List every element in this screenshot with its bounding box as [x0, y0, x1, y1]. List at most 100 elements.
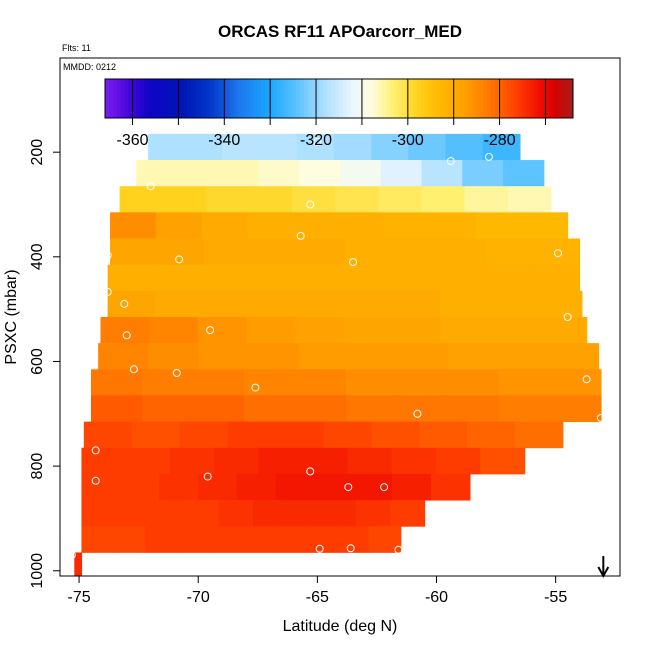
colorbar-segment	[479, 79, 484, 118]
colorbar-segment	[498, 79, 504, 118]
data-point	[91, 476, 100, 485]
heatmap-cell	[113, 526, 146, 553]
heatmap-cell	[338, 212, 386, 239]
colorbar-segment	[296, 79, 301, 118]
data-point	[403, 545, 412, 554]
heatmap-cell	[321, 500, 357, 527]
heatmap-cell	[247, 212, 294, 239]
colorbar-segment	[261, 79, 266, 118]
heatmap-cell	[209, 526, 242, 553]
colorbar-segment	[183, 79, 188, 118]
colorbar-segment	[471, 79, 476, 118]
colorbar-tick-label: -320	[300, 132, 332, 149]
heatmap-cell	[296, 264, 345, 292]
heatmap-cell	[217, 160, 260, 187]
data-point	[251, 383, 260, 392]
heatmap-cell	[253, 500, 288, 527]
data-points	[67, 137, 605, 560]
heatmap-cell	[170, 447, 216, 475]
heatmap-cell	[440, 317, 491, 344]
heatmap-cell	[340, 160, 382, 187]
colorbar-segment	[132, 79, 137, 118]
y-axis-title: PSXC (mbar)	[3, 269, 20, 364]
heatmap-cell	[343, 264, 392, 292]
colorbar-segment	[366, 79, 371, 118]
colorbar-segment	[417, 79, 422, 118]
heatmap-cell	[177, 160, 219, 187]
heatmap-cell	[498, 395, 551, 423]
heatmap-cell	[259, 133, 298, 161]
colorbar-segment	[342, 79, 348, 118]
heatmap-cell	[155, 212, 203, 239]
colorbar-segment	[385, 79, 391, 118]
heatmap-cell	[90, 395, 143, 423]
colorbar-segment	[253, 79, 258, 118]
heatmap-cell	[507, 186, 552, 213]
heatmap-cell	[549, 369, 602, 396]
heatmap-cell	[384, 212, 431, 239]
heatmap-cell	[396, 369, 449, 396]
data-point	[129, 365, 138, 374]
heatmap-cell	[378, 186, 423, 213]
colorbar-segment	[502, 79, 508, 118]
data-point	[175, 255, 184, 264]
heatmap-cell	[482, 133, 521, 161]
colorbar-segment	[565, 79, 570, 118]
heatmap-cell	[294, 317, 345, 344]
heatmap-cell	[179, 421, 229, 449]
data-point	[306, 200, 315, 209]
colorbar-segment	[108, 79, 114, 118]
heatmap-cell	[390, 264, 439, 292]
heatmap-cell	[110, 238, 158, 266]
heatmap-cell	[487, 290, 536, 318]
heatmap-cell	[236, 473, 277, 501]
colorbar-segment	[229, 79, 235, 118]
data-point	[122, 331, 131, 340]
heatmap-cell	[201, 212, 248, 239]
heatmap-cell	[297, 238, 346, 266]
colorbar-segment	[323, 79, 328, 118]
heatmap-cell	[154, 264, 203, 292]
heatmap-cell	[549, 395, 602, 423]
data-point	[172, 369, 181, 377]
heatmap-cell	[248, 186, 293, 213]
heatmap-cell	[243, 369, 296, 396]
colorbar-segment	[346, 79, 352, 118]
colorbar-segment	[124, 79, 129, 118]
heatmap-cell	[314, 473, 354, 501]
heatmap-cell	[430, 212, 477, 239]
colorbar-segment	[467, 79, 473, 118]
colorbar-segment	[569, 79, 574, 118]
data-point	[394, 545, 403, 554]
colorbar-segment	[214, 79, 219, 118]
data-point	[120, 299, 129, 308]
heatmap-cell	[184, 500, 220, 527]
y-tick-label: 600	[29, 348, 46, 375]
heatmap-cell	[136, 160, 178, 187]
colorbar-segment	[557, 79, 562, 118]
heatmap-cell	[298, 343, 349, 370]
heatmap-cell	[150, 500, 185, 527]
colorbar-segment	[335, 79, 340, 118]
heatmap-cell	[243, 395, 296, 423]
colorbar-segment	[397, 79, 402, 118]
heatmap-cell	[258, 160, 300, 187]
heatmap-cell	[202, 264, 250, 292]
colorbar-segment	[378, 79, 383, 118]
heatmap-cell	[110, 212, 157, 239]
colorbar-segment	[202, 79, 207, 118]
heatmap-cell	[498, 343, 550, 370]
heatmap-cell	[447, 395, 500, 423]
colorbar-segment	[237, 79, 242, 118]
heatmap-cell	[197, 473, 238, 501]
heatmap-cell	[347, 447, 393, 475]
colorbar-segment	[167, 79, 172, 118]
mmdd-note: MMDD: 0212	[63, 62, 116, 72]
y-axis: 200 400 600 800 1000	[29, 139, 60, 589]
heatmap-cell	[185, 133, 224, 161]
heatmap-cell	[287, 500, 323, 527]
heatmap-cell	[81, 526, 114, 553]
colorbar-segment	[452, 79, 457, 118]
colorbar-segment	[545, 79, 551, 118]
